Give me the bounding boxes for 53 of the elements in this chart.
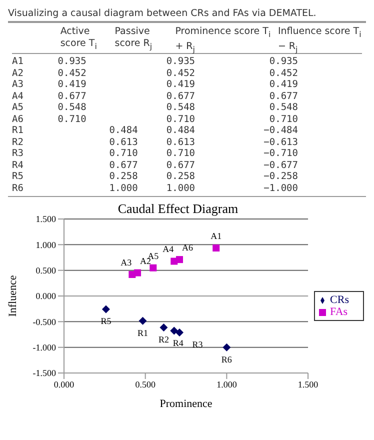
data-label: A3 (120, 257, 132, 268)
x-tick-label: 0.000 (54, 379, 75, 390)
point (176, 256, 184, 264)
y-axis-title: Influence (6, 275, 19, 317)
x-axis-title: Prominence (160, 398, 212, 410)
text: A6 0.710 0.710 0.710 (12, 114, 299, 125)
text: Influence score T$_{i}$ − R$_{j}$ (278, 26, 362, 54)
text: R2 0.613 0.613 −0.613 (12, 136, 299, 148)
point (212, 244, 220, 252)
data-label: A1 (210, 231, 222, 242)
text: Visualizing a causal diagram between CRs and FAs via DEMATEL. (8, 8, 318, 19)
text: R3 0.710 0.710 −0.710 (12, 148, 299, 160)
y-tick-label: -1.000 (32, 342, 56, 353)
y-tick-label: -1.500 (32, 368, 56, 378)
point (128, 270, 136, 278)
text: Active score T$_{i}$ (60, 26, 98, 53)
text: A5 0.548 0.548 0.548 (12, 102, 299, 114)
point (102, 305, 110, 314)
legend-label: FAs (330, 306, 348, 318)
text: R5 0.258 0.258 −0.258 (12, 171, 299, 182)
data-label: A4 (162, 244, 174, 254)
x-tick-label: 1.500 (298, 379, 319, 390)
text: R1 0.484 0.484 −0.484 (12, 125, 299, 136)
y-tick-label: 1.500 (36, 214, 56, 224)
point (160, 323, 168, 332)
point (176, 328, 184, 336)
y-tick-label: 1.000 (36, 240, 56, 250)
data-label: R4 (172, 338, 184, 348)
text: Prominence score T$_{i}$ + R$_{j}$ (175, 26, 271, 54)
data-label: R3 (192, 339, 204, 350)
x-tick-label: 0.500 (135, 379, 156, 390)
text: Passive score R$_{j}$ (114, 26, 154, 53)
text: R4 0.677 0.677 −0.677 (12, 160, 299, 171)
point (150, 264, 157, 272)
data-label: A6 (182, 242, 194, 253)
point (222, 343, 231, 352)
legend-label: CRs (330, 294, 349, 306)
text: A4 0.677 0.677 0.677 (12, 90, 299, 102)
text: A2 0.452 0.452 0.452 (12, 68, 299, 79)
data-label: A5 (148, 250, 160, 261)
x-tick-label: 1.000 (216, 379, 238, 390)
point (170, 326, 178, 335)
data-label: R6 (221, 354, 232, 364)
chart-title: Caudal Effect Diagram (118, 201, 238, 216)
data-label: R2 (158, 334, 169, 344)
point (138, 316, 147, 325)
text: R6 1.000 1.000 −1.000 (12, 182, 299, 194)
y-tick-label: 0.500 (36, 266, 56, 276)
data-label: R1 (137, 328, 148, 338)
text: A3 0.419 0.419 0.419 (12, 79, 299, 90)
text: A1 0.935 0.935 0.935 (12, 56, 299, 68)
y-tick-label: 0.000 (36, 291, 56, 302)
y-tick-label: -0.500 (32, 316, 56, 327)
